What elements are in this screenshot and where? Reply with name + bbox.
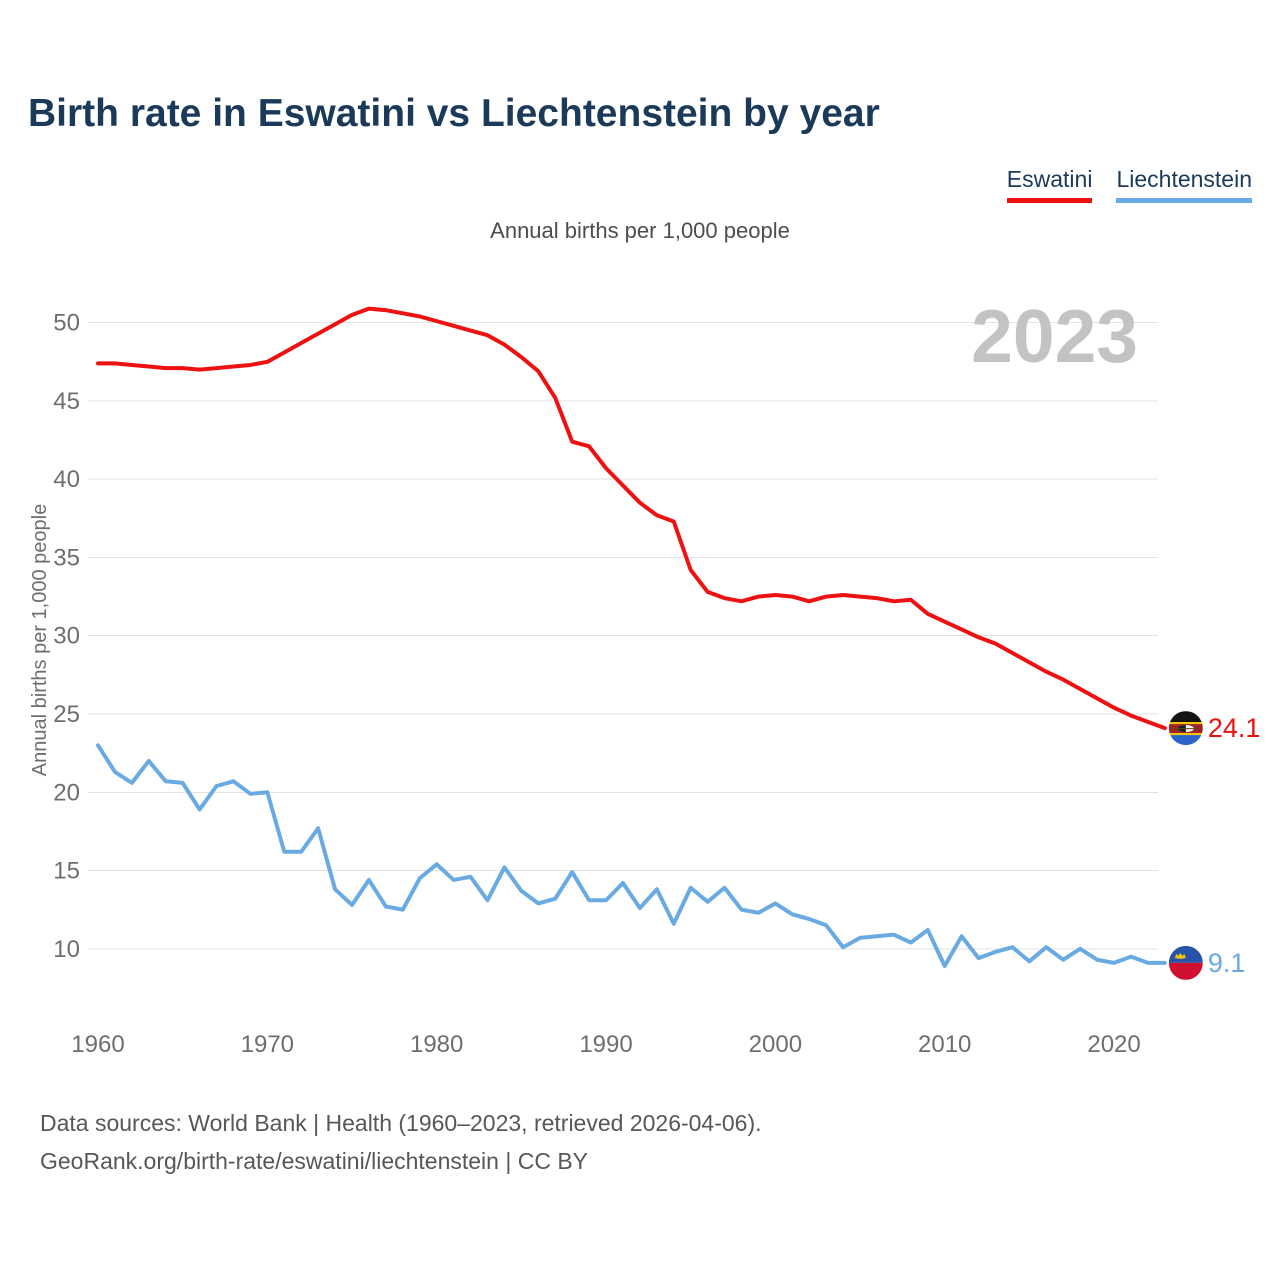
- y-axis-title: Annual births per 1,000 people: [29, 504, 51, 776]
- legend-label-eswatini: Eswatini: [1006, 166, 1093, 192]
- x-tick-label-2010: 2010: [918, 1031, 971, 1058]
- x-tick-label-1980: 1980: [410, 1031, 463, 1058]
- y-tick-label-45: 45: [53, 388, 80, 415]
- eswatini-flag-icon: [1168, 711, 1203, 746]
- x-tick-label-1970: 1970: [241, 1031, 294, 1058]
- chart-subtitle: Annual births per 1,000 people: [490, 218, 790, 243]
- liechtenstein-flag-icon: [1168, 945, 1203, 980]
- footer-source-line: Data sources: World Bank | Health (1960–…: [40, 1110, 762, 1136]
- legend-item-liechtenstein[interactable]: Liechtenstein: [1116, 166, 1252, 203]
- x-tick-label-2020: 2020: [1087, 1031, 1140, 1058]
- y-tick-label-25: 25: [53, 701, 80, 728]
- y-tick-label-10: 10: [53, 936, 80, 963]
- liechtenstein-end-label: 9.1: [1208, 948, 1246, 978]
- liechtenstein-line: [96, 743, 1167, 968]
- footer: Data sources: World Bank | Health (1960–…: [40, 1104, 762, 1180]
- legend: Eswatini Liechtenstein: [1006, 166, 1252, 203]
- x-tick-label-1990: 1990: [579, 1031, 632, 1058]
- y-tick-label-35: 35: [53, 544, 80, 571]
- chart-canvas: 50 45 40 35 30 25 20 15 10 2023 Annual births per …: [29, 294, 1261, 1058]
- y-tick-label-15: 15: [53, 858, 80, 885]
- y-tick-label-40: 40: [53, 466, 80, 493]
- legend-item-eswatini[interactable]: Eswatini: [1006, 166, 1093, 203]
- footer-attribution-line: GeoRank.org/birth-rate/eswatini/liechten…: [40, 1148, 589, 1174]
- y-tick-label-20: 20: [53, 779, 80, 806]
- x-tick-label-2000: 2000: [749, 1031, 802, 1058]
- y-tick-label-30: 30: [53, 623, 80, 650]
- eswatini-line: [96, 306, 1167, 731]
- x-tick-label-1960: 1960: [71, 1031, 124, 1058]
- page-title: Birth rate in Eswatini vs Liechtenstein …: [28, 92, 880, 135]
- watermark-year: 2023: [971, 294, 1138, 378]
- y-tick-label-50: 50: [53, 310, 80, 337]
- eswatini-end-label: 24.1: [1208, 713, 1261, 743]
- legend-label-liechtenstein: Liechtenstein: [1116, 166, 1252, 192]
